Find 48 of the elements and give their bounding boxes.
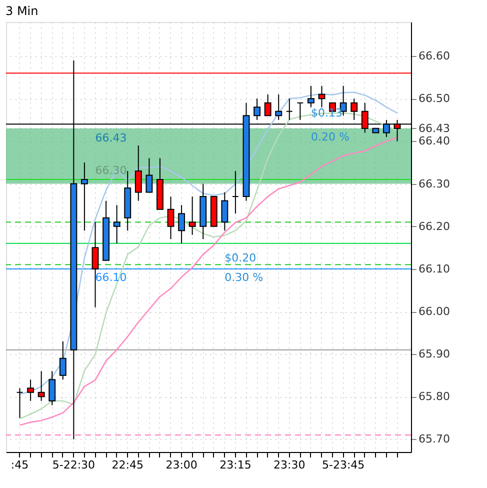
candlestick: [178, 204, 185, 244]
y-tick-label: 66.40: [418, 134, 450, 148]
y-tick-label: 66.30: [418, 177, 450, 190]
y-tick-label: 66.60: [418, 50, 450, 63]
candlestick: [221, 192, 228, 232]
candlestick: [275, 94, 282, 120]
candlestick: [27, 379, 34, 402]
candlestick: [81, 162, 88, 232]
candlestick: [16, 388, 24, 418]
annotation: 66.10: [95, 270, 127, 284]
candlestick: [59, 340, 66, 380]
annotation: 66.30: [95, 164, 127, 177]
y-tick-label: 66.43: [418, 122, 450, 135]
x-tick-label: :45: [10, 458, 29, 472]
candlestick: [254, 98, 260, 120]
y-tick-label: 65.70: [418, 432, 450, 446]
candlestick: [264, 94, 272, 116]
candlestick: [232, 170, 239, 214]
x-tick-label: 5-22:30: [52, 458, 96, 472]
y-tick-label: 66.10: [418, 262, 450, 276]
y-tick-label: 66.50: [418, 92, 450, 106]
annotation: $0.20: [224, 251, 256, 264]
x-tick-label: 23:30: [274, 458, 306, 472]
candlestick: [188, 196, 196, 236]
candlestick: [146, 158, 153, 193]
candlestick: [296, 102, 304, 120]
annotation: $0.13: [310, 106, 342, 120]
x-tick-label: 23:15: [220, 458, 252, 472]
x-tick-label: 5-23:45: [322, 458, 365, 472]
candlestick: [307, 85, 314, 108]
candlestick: [286, 98, 293, 120]
chart-title: 3 Min: [6, 4, 38, 18]
y-tick-label: 65.80: [418, 390, 450, 404]
candlestick: [113, 204, 120, 244]
y-tick-label: 66.00: [418, 305, 450, 318]
x-tick-label: 23:00: [166, 458, 198, 472]
candlestick: [350, 98, 358, 120]
annotation: 0.30 %: [224, 270, 264, 284]
y-tick-label: 65.90: [418, 348, 450, 361]
annotation: 66.43: [95, 131, 127, 144]
candlestick: [167, 196, 174, 240]
x-tick-label: 22:45: [112, 458, 144, 472]
candlestick: [318, 85, 326, 108]
y-tick-label: 66.20: [418, 220, 450, 233]
candlestick: [48, 370, 56, 406]
candlestick: [134, 144, 142, 202]
candlestick: [38, 370, 45, 402]
annotation: 0.20 %: [310, 130, 350, 144]
